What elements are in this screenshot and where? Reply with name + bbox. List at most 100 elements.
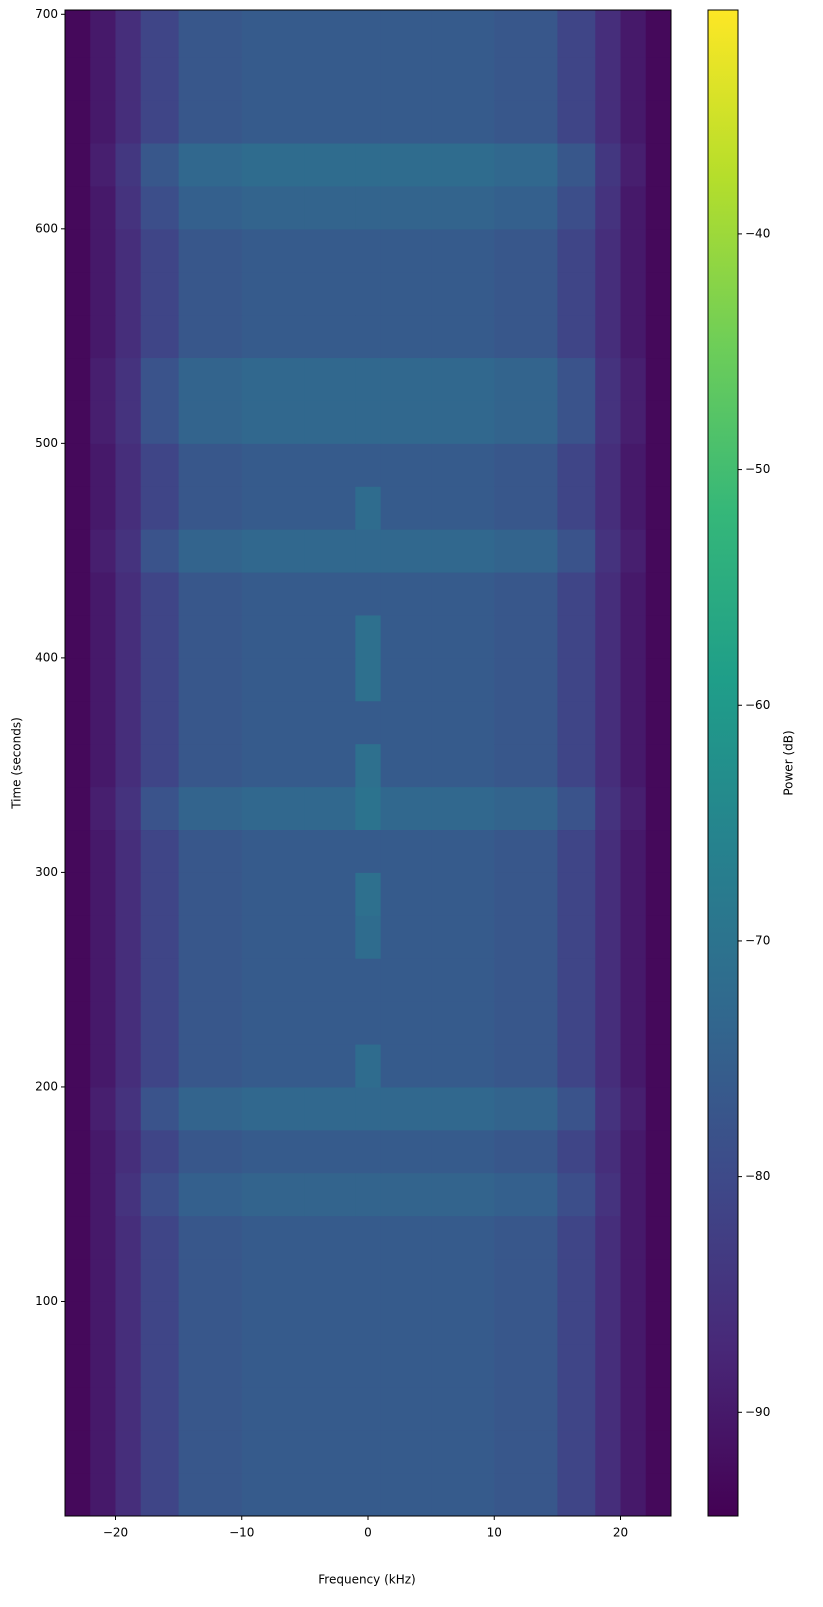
heatmap-cell xyxy=(620,1129,647,1174)
heatmap-cell xyxy=(557,185,596,230)
heatmap-cell xyxy=(140,10,180,58)
heatmap-cell xyxy=(645,786,672,831)
heatmap-cell xyxy=(90,872,116,916)
heatmap-cell xyxy=(620,10,647,58)
heatmap-cell xyxy=(115,700,142,745)
heatmap-cell xyxy=(620,700,647,745)
heatmap-cell xyxy=(65,1387,91,1431)
heatmap-cell xyxy=(178,1473,243,1517)
heatmap-cell xyxy=(557,872,596,916)
heatmap-cell xyxy=(355,572,382,616)
heatmap-cell xyxy=(494,614,558,659)
heatmap-cell xyxy=(620,1301,647,1345)
heatmap-cell xyxy=(65,57,91,101)
heatmap-cell xyxy=(178,1387,243,1431)
heatmap-cell xyxy=(645,228,672,273)
heatmap-cell xyxy=(178,314,243,359)
heatmap-cell xyxy=(65,100,91,144)
heatmap-cell xyxy=(65,829,91,873)
heatmap-cell xyxy=(115,400,142,444)
heatmap-cell xyxy=(115,958,142,1002)
heatmap-cell xyxy=(620,143,647,187)
colorbar-tick-label: −90 xyxy=(745,1405,770,1419)
heatmap-cell xyxy=(140,185,180,230)
heatmap-cell xyxy=(494,1044,558,1088)
heatmap-cell xyxy=(178,657,243,702)
heatmap-cell xyxy=(380,57,432,101)
heatmap-cell xyxy=(115,872,142,916)
heatmap-cell xyxy=(620,915,647,959)
colorbar-tick-label: −80 xyxy=(745,1169,770,1183)
heatmap-cell xyxy=(178,443,243,487)
heatmap-cell xyxy=(620,529,647,573)
heatmap-cell xyxy=(494,1344,558,1388)
heatmap-cell xyxy=(645,57,672,101)
heatmap-cell xyxy=(557,357,596,401)
heatmap-cell xyxy=(304,1215,356,1260)
heatmap-cell xyxy=(140,614,180,659)
heatmap-cell xyxy=(620,1387,647,1431)
heatmap-cell xyxy=(90,57,116,101)
heatmap-cell xyxy=(380,1387,432,1431)
heatmap-cell xyxy=(241,486,306,530)
heatmap-cell xyxy=(178,228,243,273)
heatmap-cell xyxy=(178,1001,243,1045)
heatmap-cell xyxy=(557,529,596,573)
heatmap-cell xyxy=(304,1172,356,1217)
heatmap-cell xyxy=(90,1086,116,1131)
heatmap-cell xyxy=(645,10,672,58)
heatmap-cell xyxy=(304,1301,356,1345)
heatmap-cell xyxy=(595,1473,621,1517)
heatmap-cell xyxy=(645,1215,672,1260)
heatmap-cell xyxy=(115,572,142,616)
heatmap-cell xyxy=(431,1430,495,1474)
heatmap-cell xyxy=(65,185,91,230)
y-tick-label: 700 xyxy=(35,7,58,21)
heatmap-cell xyxy=(241,271,306,316)
heatmap-cell xyxy=(304,271,356,316)
heatmap-cell xyxy=(380,915,432,959)
heatmap-cell xyxy=(557,915,596,959)
heatmap-cell xyxy=(557,1473,596,1517)
heatmap-cell xyxy=(431,143,495,187)
heatmap-cell xyxy=(431,786,495,831)
heatmap-cell xyxy=(620,314,647,359)
heatmap-cell xyxy=(557,1172,596,1217)
heatmap-cell xyxy=(645,1001,672,1045)
heatmap-cell xyxy=(90,443,116,487)
heatmap-cell xyxy=(304,1430,356,1474)
heatmap-cell xyxy=(431,314,495,359)
heatmap-cell xyxy=(115,657,142,702)
heatmap-cell xyxy=(431,1473,495,1517)
heatmap-cell xyxy=(380,1001,432,1045)
heatmap-cell xyxy=(494,657,558,702)
heatmap-cell xyxy=(115,1129,142,1174)
heatmap-cell xyxy=(380,314,432,359)
heatmap-cell xyxy=(140,1044,180,1088)
heatmap-cell xyxy=(115,185,142,230)
heatmap-cell xyxy=(645,400,672,444)
heatmap-cell xyxy=(557,271,596,316)
heatmap-cell xyxy=(431,958,495,1002)
heatmap-cell xyxy=(65,700,91,745)
heatmap-cell xyxy=(494,1430,558,1474)
heatmap-cell xyxy=(65,10,91,58)
heatmap-cell xyxy=(241,1129,306,1174)
heatmap-cell xyxy=(645,1044,672,1088)
heatmap-cell xyxy=(645,271,672,316)
x-tick-label: 10 xyxy=(487,1526,502,1540)
heatmap-cell xyxy=(494,10,558,58)
heatmap-cell xyxy=(431,1344,495,1388)
heatmap-cell xyxy=(65,1172,91,1217)
heatmap-cell xyxy=(380,872,432,916)
heatmap-cell xyxy=(304,57,356,101)
heatmap-cell xyxy=(241,314,306,359)
heatmap-cell xyxy=(115,271,142,316)
heatmap-cell xyxy=(241,1086,306,1131)
x-axis-label: Frequency (kHz) xyxy=(318,1573,415,1587)
heatmap-cell xyxy=(241,400,306,444)
heatmap-cell xyxy=(380,1044,432,1088)
heatmap-cell xyxy=(355,829,382,873)
heatmap-cell xyxy=(90,1430,116,1474)
heatmap-cell xyxy=(595,357,621,401)
